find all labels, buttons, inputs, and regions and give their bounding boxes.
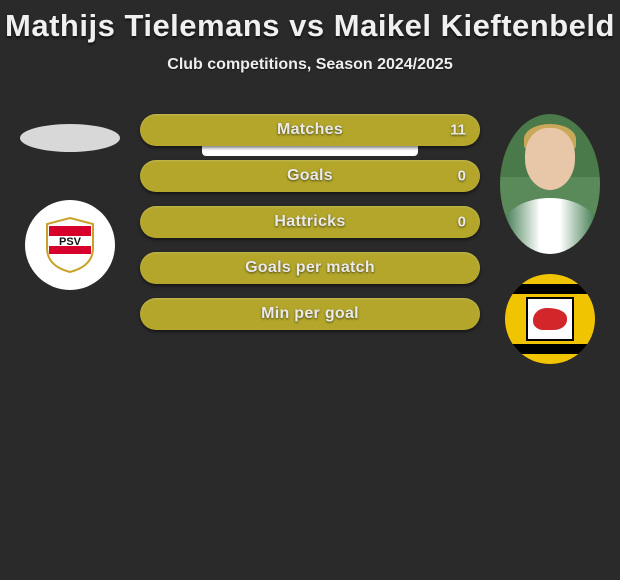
stat-label: Goals per match: [245, 259, 375, 277]
stat-value-right: 11: [450, 122, 466, 139]
player1-name: Mathijs Tielemans: [5, 8, 280, 43]
stat-value-right: 0: [458, 214, 466, 231]
club-logo-cambuur: [505, 274, 595, 364]
stat-value-right: 0: [458, 168, 466, 185]
cambuur-box-icon: [526, 297, 574, 341]
stat-label: Hattricks: [274, 213, 345, 231]
player2-name: Maikel Kieftenbeld: [334, 8, 615, 43]
page-title: Mathijs Tielemans vs Maikel Kieftenbeld: [0, 0, 620, 44]
svg-text:PSV: PSV: [59, 236, 82, 248]
subtitle: Club competitions, Season 2024/2025: [0, 56, 620, 74]
stat-row-goals-per-match: Goals per match: [140, 252, 480, 284]
stat-row-hattricks: Hattricks 0: [140, 206, 480, 238]
stat-row-goals: Goals 0: [140, 160, 480, 192]
stat-label: Min per goal: [261, 305, 359, 323]
stat-row-min-per-goal: Min per goal: [140, 298, 480, 330]
right-column: [490, 114, 610, 364]
player1-photo: [20, 124, 120, 152]
stat-bars: Matches 11 Goals 0 Hattricks 0 Goals per…: [140, 114, 480, 330]
left-column: PSV: [10, 114, 130, 290]
psv-shield-icon: PSV: [43, 216, 97, 274]
player2-photo: [500, 114, 600, 254]
stat-label: Goals: [287, 167, 333, 185]
club-logo-psv: PSV: [25, 200, 115, 290]
stat-row-matches: Matches 11: [140, 114, 480, 146]
vs-text: vs: [289, 8, 324, 43]
stat-label: Matches: [277, 121, 343, 139]
